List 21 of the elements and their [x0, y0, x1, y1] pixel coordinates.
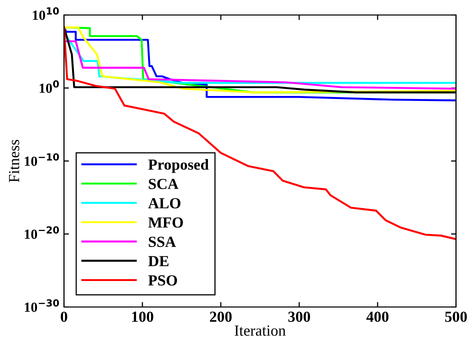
- y-tick-label: 10$^{−30}$: [24, 299, 59, 312]
- y-tick-label: 10$^{0}$: [40, 80, 59, 93]
- legend-label: MFO: [148, 217, 183, 228]
- x-tick-label: 0: [60, 312, 68, 322]
- legend-label: SSA: [148, 236, 176, 247]
- x-tick-label: 200: [210, 312, 232, 322]
- x-tick-label: 500: [445, 312, 467, 322]
- y-axis-title: Fitness: [8, 140, 20, 182]
- legend-label: PSO: [148, 275, 177, 286]
- x-tick-label: 100: [132, 312, 154, 322]
- legend-label: SCA: [148, 178, 178, 190]
- y-tick-label: 10$^{10}$: [32, 7, 59, 20]
- line-series: [64, 40, 456, 90]
- x-tick-label: 400: [366, 312, 388, 322]
- y-tick-label: 10$^{−10}$: [24, 153, 59, 166]
- legend-label: DE: [148, 256, 168, 266]
- y-tick-label: 10$^{−20}$: [24, 226, 59, 239]
- x-tick-label: 300: [288, 312, 310, 322]
- x-axis-title: Iteration: [234, 326, 286, 336]
- legend-label: Proposed: [148, 159, 209, 173]
- legend-label: ALO: [148, 198, 180, 208]
